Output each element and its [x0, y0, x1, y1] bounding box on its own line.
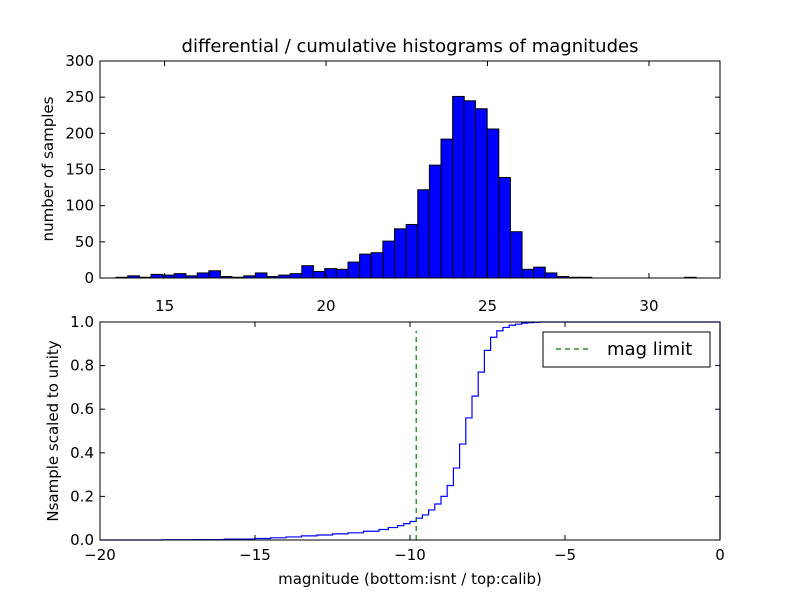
histogram-bar — [486, 128, 500, 279]
histogram-bar — [440, 138, 454, 279]
cumulative-x-tick-label: −5 — [554, 546, 576, 564]
cumulative-y-tick-label: 0.0 — [70, 531, 94, 549]
cumulative-x-tick-label: −20 — [84, 546, 116, 564]
histogram-bar — [196, 272, 210, 279]
legend-box — [542, 331, 711, 368]
histogram-bar — [359, 253, 372, 279]
cumulative-x-tick-label: −15 — [239, 546, 271, 564]
histogram-bar — [254, 272, 268, 279]
histogram-bars — [115, 95, 697, 279]
histogram-y-tick-label: 150 — [65, 161, 94, 179]
chart-title: differential / cumulative histograms of … — [182, 36, 639, 57]
histogram-panel: differential / cumulative histograms of … — [39, 36, 721, 315]
histogram-bar — [475, 108, 488, 279]
histogram-bar — [509, 231, 523, 279]
histogram-bar — [428, 164, 442, 279]
cumulative-y-tick-label: 0.2 — [70, 487, 94, 505]
histogram-bar — [394, 228, 407, 279]
cumulative-lines — [100, 321, 721, 541]
legend: mag limit — [542, 331, 711, 368]
histogram-bar — [463, 100, 477, 279]
histogram-bar — [544, 272, 558, 279]
histogram-y-tick-label: 300 — [65, 52, 94, 70]
histogram-bar — [289, 273, 303, 279]
cumulative-curve — [100, 321, 721, 541]
cumulative-y-tick-label: 0.4 — [70, 444, 94, 462]
histogram-bar — [312, 270, 326, 279]
histogram-bar — [335, 268, 349, 279]
histogram-y-axis-label: number of samples — [39, 96, 57, 241]
histogram-bar — [301, 265, 314, 279]
histogram-bar — [452, 95, 465, 279]
histogram-x-tick-label: 15 — [155, 297, 174, 315]
histogram-bar — [208, 270, 221, 279]
cumulative-y-tick-label: 1.0 — [70, 313, 94, 331]
cumulative-panel: −20 −15 −10 −5 0 0.0 0.2 0.4 0.6 0.8 1.0 magnitude… — [44, 313, 725, 588]
cumulative-y-tick-label: 0.8 — [70, 357, 94, 375]
histogram-y-tick-label: 50 — [75, 233, 94, 251]
legend-label-mag-limit: mag limit — [607, 339, 692, 360]
histogram-bar — [498, 176, 511, 279]
cumulative-x-tick-label: −10 — [394, 546, 426, 564]
histogram-y-tick-label: 250 — [65, 88, 94, 106]
cumulative-y-axis-label: Nsample scaled to unity — [44, 340, 62, 521]
cumulative-frame — [99, 321, 721, 541]
histogram-bar — [370, 252, 384, 279]
cumulative-x-tick-label: 0 — [715, 546, 725, 564]
histogram-y-tick-label: 0 — [84, 269, 94, 287]
cumulative-x-axis-label: magnitude (bottom:isnt / top:calib) — [278, 570, 542, 588]
histogram-bar — [521, 268, 535, 279]
cumulative-ticks: −20 −15 −10 −5 0 0.0 0.2 0.4 0.6 0.8 1.0 — [70, 313, 725, 564]
histogram-bar — [382, 240, 395, 279]
histogram-x-tick-label: 30 — [639, 297, 658, 315]
histogram-frame — [99, 60, 721, 279]
histogram-bar — [533, 266, 546, 279]
histogram-y-tick-label: 200 — [65, 124, 94, 142]
histogram-x-tick-label: 25 — [478, 297, 497, 315]
histogram-bar — [405, 223, 419, 279]
histogram-bar — [347, 261, 361, 279]
cumulative-y-tick-label: 0.6 — [70, 400, 94, 418]
histogram-y-tick-label: 100 — [65, 197, 94, 215]
histogram-x-tick-label: 20 — [316, 297, 335, 315]
histogram-bar — [150, 273, 164, 279]
histogram-bar — [173, 273, 187, 279]
histogram-bar — [417, 189, 430, 279]
